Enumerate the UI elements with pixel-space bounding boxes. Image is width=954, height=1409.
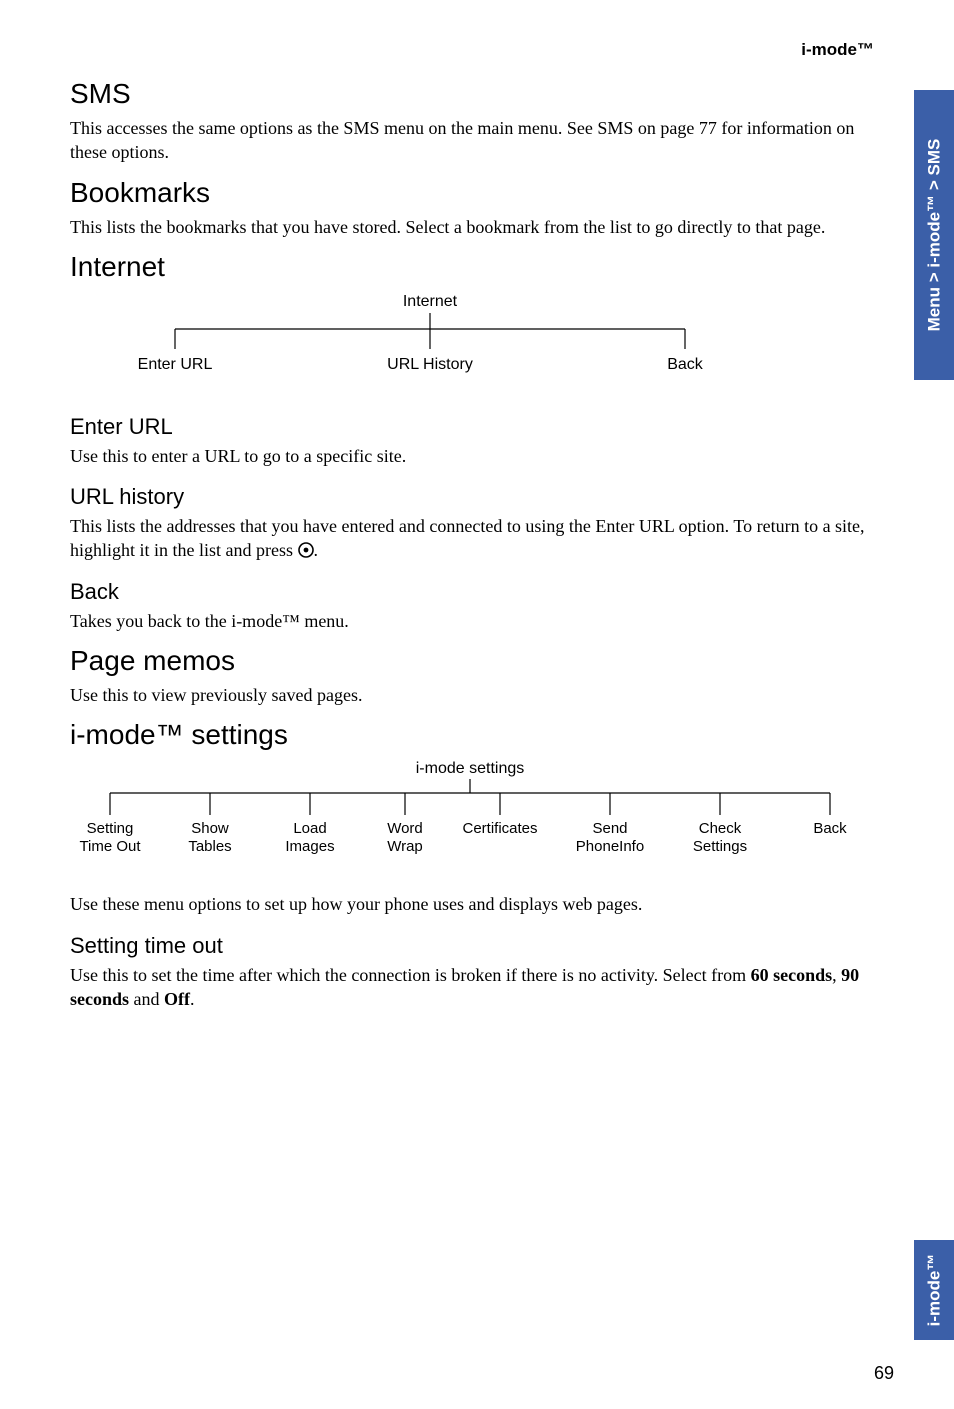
svg-text:Setting: Setting <box>87 820 134 837</box>
svg-text:Send: Send <box>592 820 627 837</box>
svg-text:Tables: Tables <box>188 838 231 855</box>
header-brand: i-mode™ <box>70 40 874 60</box>
body-enter-url: Use this to enter a URL to go to a speci… <box>70 444 894 468</box>
svg-text:Wrap: Wrap <box>387 838 423 855</box>
side-tab-bottom: i-mode™ <box>914 1240 954 1340</box>
svg-text:Certificates: Certificates <box>462 820 537 837</box>
heading-imode-settings: i-mode™ settings <box>70 719 894 751</box>
heading-back: Back <box>70 579 894 605</box>
heading-internet: Internet <box>70 251 894 283</box>
svg-text:Back: Back <box>813 820 847 837</box>
svg-text:Images: Images <box>285 838 334 855</box>
url-history-text-post: . <box>314 540 319 560</box>
svg-text:Time Out: Time Out <box>79 838 141 855</box>
svg-text:Back: Back <box>667 356 704 373</box>
timeout-opt3: Off <box>164 989 190 1009</box>
heading-url-history: URL history <box>70 484 894 510</box>
svg-text:Settings: Settings <box>693 838 747 855</box>
side-tab-bottom-label: i-mode™ <box>924 1254 944 1327</box>
svg-text:URL History: URL History <box>387 356 473 373</box>
body-setting-timeout: Use this to set the time after which the… <box>70 963 894 1012</box>
diagram-imode-settings: i-mode settings SettingTime Out ShowTable… <box>70 759 894 874</box>
body-imode-settings-intro: Use these menu options to set up how you… <box>70 892 894 916</box>
heading-page-memos: Page memos <box>70 645 894 677</box>
timeout-text-pre: Use this to set the time after which the… <box>70 965 751 985</box>
svg-text:Enter URL: Enter URL <box>138 356 213 373</box>
svg-text:Internet: Internet <box>403 293 458 310</box>
heading-bookmarks: Bookmarks <box>70 177 894 209</box>
heading-setting-timeout: Setting time out <box>70 933 894 959</box>
body-back: Takes you back to the i-mode™ menu. <box>70 609 894 633</box>
heading-sms: SMS <box>70 78 894 110</box>
svg-text:Load: Load <box>293 820 326 837</box>
url-history-text-pre: This lists the addresses that you have e… <box>70 516 865 560</box>
body-url-history: This lists the addresses that you have e… <box>70 514 894 563</box>
svg-text:Word: Word <box>387 820 423 837</box>
svg-text:i-mode settings: i-mode settings <box>416 760 525 777</box>
body-sms: This accesses the same options as the SM… <box>70 116 894 165</box>
timeout-opt1: 60 seconds <box>751 965 833 985</box>
heading-enter-url: Enter URL <box>70 414 894 440</box>
diagram-internet: Internet Enter URL URL History Back <box>70 291 894 396</box>
svg-text:PhoneInfo: PhoneInfo <box>576 838 644 855</box>
nav-center-icon <box>298 540 314 556</box>
page-number: 69 <box>874 1363 894 1384</box>
body-page-memos: Use this to view previously saved pages. <box>70 683 894 707</box>
svg-text:Show: Show <box>191 820 229 837</box>
side-tab-top-label: Menu > i-mode™ > SMS <box>924 139 944 332</box>
side-tab-top: Menu > i-mode™ > SMS <box>914 90 954 380</box>
timeout-text-post: . <box>190 989 195 1009</box>
timeout-sep1: , <box>832 965 841 985</box>
body-bookmarks: This lists the bookmarks that you have s… <box>70 215 894 239</box>
svg-text:Check: Check <box>699 820 742 837</box>
timeout-sep2: and <box>129 989 164 1009</box>
